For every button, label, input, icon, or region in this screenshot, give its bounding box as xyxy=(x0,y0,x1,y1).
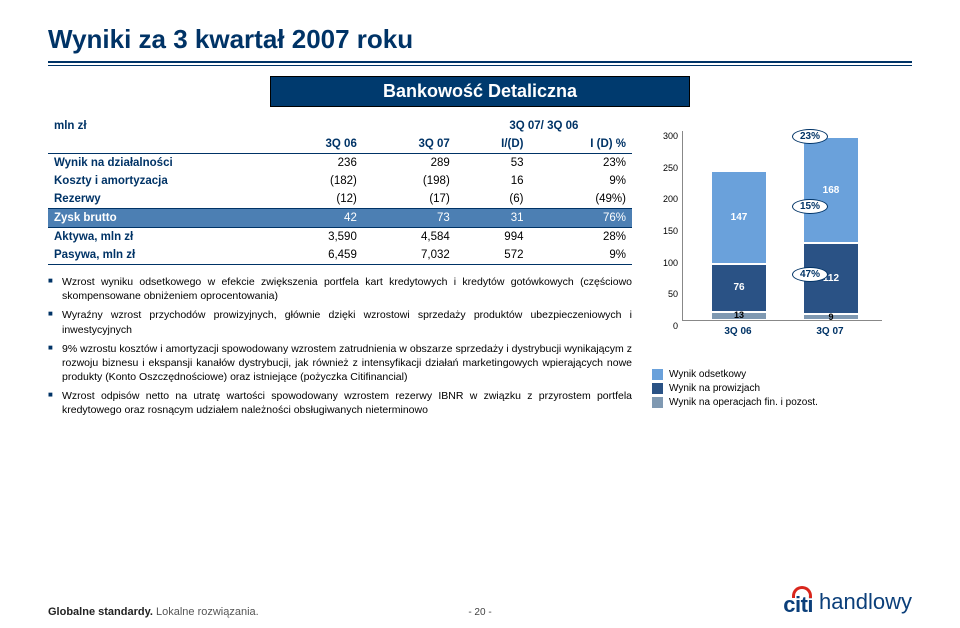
table-row: Pasywa, mln zł6,4597,0325729% xyxy=(48,246,632,265)
bar-segment: 9 xyxy=(803,314,859,320)
col-header: I (D) % xyxy=(529,135,632,154)
table-row: Koszty i amortyzacja(182)(198)169% xyxy=(48,172,632,190)
y-tick: 50 xyxy=(652,289,678,299)
bullet-item: 9% wzrostu kosztów i amortyzacji spowodo… xyxy=(48,342,632,385)
y-tick: 200 xyxy=(652,194,678,204)
y-tick: 0 xyxy=(652,321,678,331)
bullet-item: Wzrost odpisów netto na utratę wartości … xyxy=(48,389,632,417)
legend-swatch xyxy=(652,383,663,394)
col-header: 3Q 06 xyxy=(270,135,363,154)
y-tick: 250 xyxy=(652,163,678,173)
legend-swatch xyxy=(652,397,663,408)
bullet-item: Wzrost wyniku odsetkowego w efekcie zwię… xyxy=(48,275,632,303)
tagline: Globalne standardy. Lokalne rozwiązania. xyxy=(48,606,259,618)
super-header: 3Q 07/ 3Q 06 xyxy=(456,117,632,135)
y-tick: 100 xyxy=(652,258,678,268)
legend-item: Wynik odsetkowy xyxy=(652,369,912,380)
legend-swatch xyxy=(652,369,663,380)
bullet-item: Wyraźny wzrost przychodów prowizyjnych, … xyxy=(48,308,632,336)
legend-label: Wynik na prowizjach xyxy=(669,383,760,394)
page-number: - 20 - xyxy=(468,607,491,618)
table-row: Aktywa, mln zł3,5904,58499428% xyxy=(48,228,632,247)
legend-label: Wynik odsetkowy xyxy=(669,369,746,380)
growth-callout: 23% xyxy=(792,129,828,144)
growth-callout: 15% xyxy=(792,199,828,214)
footer: Globalne standardy. Lokalne rozwiązania.… xyxy=(48,586,912,618)
financial-table: mln zł 3Q 07/ 3Q 06 3Q 06 3Q 07 I/(D) I … xyxy=(48,117,632,265)
x-label: 3Q 07 xyxy=(802,326,858,337)
unit-header: mln zł xyxy=(48,117,270,135)
table-row: Wynik na działalności2362895323% xyxy=(48,154,632,173)
x-label: 3Q 06 xyxy=(710,326,766,337)
page-title: Wyniki za 3 kwartał 2007 roku xyxy=(48,24,912,55)
bar-segment: 168 xyxy=(803,137,859,243)
bar-segment: 76 xyxy=(711,264,767,312)
table-row: Rezerwy(12)(17)(6)(49%) xyxy=(48,190,632,209)
legend-item: Wynik na prowizjach xyxy=(652,383,912,394)
citi-logo: citi handlowy xyxy=(783,586,912,618)
stacked-bar-chart: 13761479112168 050100150200250300 3Q 06 … xyxy=(652,121,902,351)
chart-legend: Wynik odsetkowy Wynik na prowizjach Wynik … xyxy=(652,369,912,408)
legend-label: Wynik na operacjach fin. i pozost. xyxy=(669,397,818,408)
col-header: 3Q 07 xyxy=(363,135,456,154)
bar-segment: 13 xyxy=(711,312,767,320)
subtitle-band: Bankowość Detaliczna xyxy=(270,76,690,107)
col-header: I/(D) xyxy=(456,135,530,154)
bar-segment: 147 xyxy=(711,171,767,264)
y-tick: 300 xyxy=(652,131,678,141)
growth-callout: 47% xyxy=(792,267,828,282)
bullet-list: Wzrost wyniku odsetkowego w efekcie zwię… xyxy=(48,275,632,418)
table-row: Zysk brutto42733176% xyxy=(48,209,632,228)
title-rule xyxy=(48,61,912,66)
y-tick: 150 xyxy=(652,226,678,236)
legend-item: Wynik na operacjach fin. i pozost. xyxy=(652,397,912,408)
